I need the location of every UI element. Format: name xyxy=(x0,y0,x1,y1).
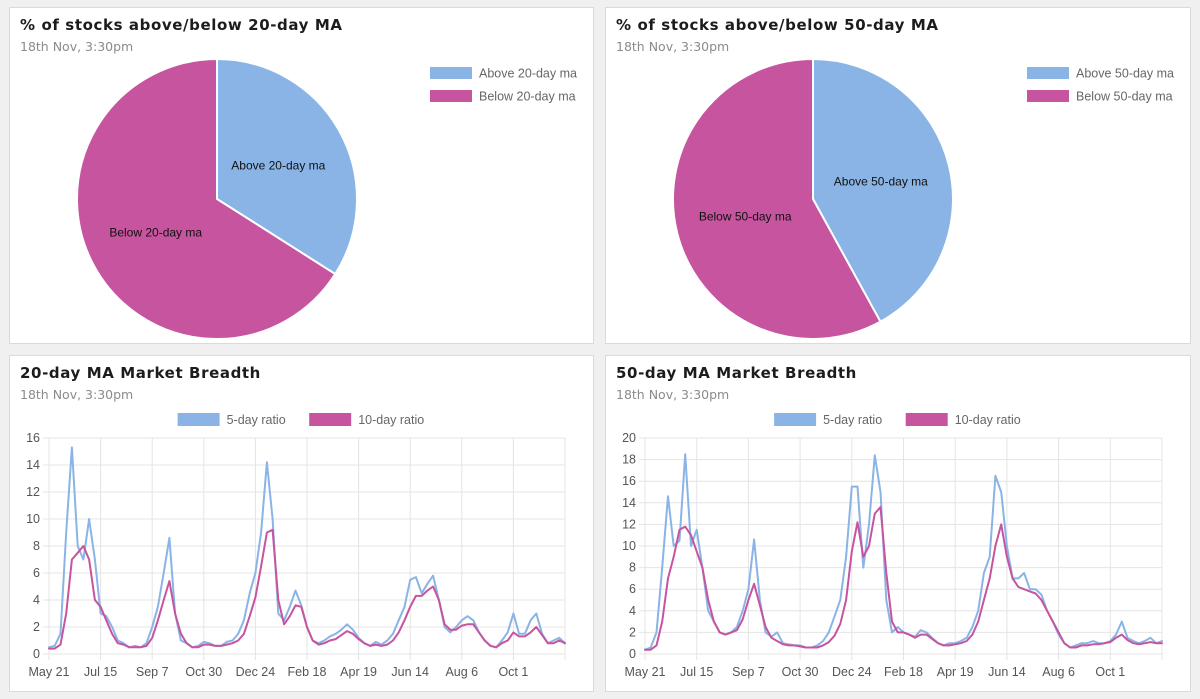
y-tick-label: 16 xyxy=(26,431,40,445)
line-chart-50day[interactable]: 0 2 4 6 8 10 12 14 16 18 20 May 21 Jul 15 Sep 7 Oct 30… xyxy=(606,356,1192,693)
x-tick-label: Jul 15 xyxy=(84,665,117,679)
legend-label: 10-day ratio xyxy=(358,413,424,427)
legend-swatch xyxy=(430,90,472,102)
x-tick-label: May 21 xyxy=(625,665,666,679)
x-tick-label: Oct 30 xyxy=(782,665,819,679)
series-line[interactable] xyxy=(48,528,566,650)
pie-slice[interactable] xyxy=(812,57,954,324)
legend-label: 10-day ratio xyxy=(955,413,1021,427)
y-tick-label: 16 xyxy=(622,474,636,488)
pie-card-50day: % of stocks above/below 50-day MA 18th N… xyxy=(605,7,1191,344)
x-tick-label: Apr 19 xyxy=(937,665,974,679)
y-tick-label: 2 xyxy=(629,625,636,639)
x-tick-label: Dec 24 xyxy=(832,665,872,679)
y-tick-label: 12 xyxy=(26,485,40,499)
legend-swatch[interactable] xyxy=(905,413,948,426)
card-subtitle: 18th Nov, 3:30pm xyxy=(20,387,134,402)
x-tick-label: Feb 18 xyxy=(288,665,327,679)
y-tick-label: 8 xyxy=(33,539,40,553)
legend-label: Above 50-day ma xyxy=(1076,67,1174,81)
y-tick-label: 0 xyxy=(629,647,636,661)
card-title: 50-day MA Market Breadth xyxy=(616,364,857,382)
line-card-20day: 20-day MA Market Breadth 18th Nov, 3:30p… xyxy=(9,355,594,692)
legend-label: 5-day ratio xyxy=(823,413,882,427)
x-tick-label: Oct 1 xyxy=(498,665,528,679)
y-tick-label: 8 xyxy=(629,561,636,575)
x-tick-label: Feb 18 xyxy=(884,665,923,679)
legend-swatch xyxy=(430,67,472,79)
slice-label: Below 50-day ma xyxy=(699,209,792,223)
x-tick-label: Jul 15 xyxy=(680,665,713,679)
legend-label: Above 20-day ma xyxy=(479,67,577,81)
x-tick-label: Aug 6 xyxy=(1042,665,1075,679)
legend-label: 5-day ratio xyxy=(227,413,286,427)
card-title: 20-day MA Market Breadth xyxy=(20,364,261,382)
y-tick-label: 10 xyxy=(622,539,636,553)
x-tick-label: Apr 19 xyxy=(340,665,377,679)
legend-label: Below 50-day ma xyxy=(1076,90,1173,104)
legend-swatch[interactable] xyxy=(177,413,220,426)
y-tick-label: 12 xyxy=(622,517,636,531)
card-subtitle: 18th Nov, 3:30pm xyxy=(616,387,730,402)
y-tick-label: 6 xyxy=(629,582,636,596)
slice-label: Above 50-day ma xyxy=(834,175,928,189)
y-tick-label: 4 xyxy=(33,593,40,607)
card-title: % of stocks above/below 20-day MA xyxy=(20,16,343,34)
x-tick-label: Sep 7 xyxy=(732,665,765,679)
x-tick-label: Dec 24 xyxy=(236,665,276,679)
card-subtitle: 18th Nov, 3:30pm xyxy=(616,39,730,54)
legend-swatch xyxy=(1027,90,1069,102)
x-tick-label: Oct 30 xyxy=(185,665,222,679)
y-tick-label: 6 xyxy=(33,566,40,580)
x-tick-label: May 21 xyxy=(29,665,70,679)
line-chart-20day[interactable]: 0 2 4 6 8 10 12 14 16 May 21 Jul 15 Sep 7 Oct 30 Dec … xyxy=(10,356,595,693)
y-tick-label: 14 xyxy=(26,458,40,472)
y-tick-label: 14 xyxy=(622,496,636,510)
y-tick-label: 20 xyxy=(622,431,636,445)
slice-label: Below 20-day ma xyxy=(109,226,202,240)
pie-chart-50day[interactable]: Above 50-day ma Below 50-day ma Above 50-d… xyxy=(606,8,1192,345)
legend-swatch[interactable] xyxy=(774,413,817,426)
y-tick-label: 18 xyxy=(622,453,636,467)
legend-swatch[interactable] xyxy=(309,413,352,426)
x-tick-label: Aug 6 xyxy=(445,665,478,679)
y-tick-label: 10 xyxy=(26,512,40,526)
pie-slice[interactable] xyxy=(76,57,337,340)
series-line[interactable] xyxy=(644,506,1163,651)
x-tick-label: Sep 7 xyxy=(136,665,169,679)
x-tick-label: Oct 1 xyxy=(1095,665,1125,679)
legend-label: Below 20-day ma xyxy=(479,90,576,104)
y-tick-label: 0 xyxy=(33,647,40,661)
slice-label: Above 20-day ma xyxy=(231,158,325,172)
legend-swatch xyxy=(1027,67,1069,79)
y-tick-label: 2 xyxy=(33,620,40,634)
card-title: % of stocks above/below 50-day MA xyxy=(616,16,939,34)
card-subtitle: 18th Nov, 3:30pm xyxy=(20,39,134,54)
pie-chart-20day[interactable]: Above 20-day ma Below 20-day ma Above 20-d… xyxy=(10,8,595,345)
y-tick-label: 4 xyxy=(629,604,636,618)
x-tick-label: Jun 14 xyxy=(391,665,429,679)
line-card-50day: 50-day MA Market Breadth 18th Nov, 3:30p… xyxy=(605,355,1191,692)
pie-card-20day: % of stocks above/below 20-day MA 18th N… xyxy=(9,7,594,344)
x-tick-label: Jun 14 xyxy=(988,665,1026,679)
pie-slice[interactable] xyxy=(672,57,882,340)
